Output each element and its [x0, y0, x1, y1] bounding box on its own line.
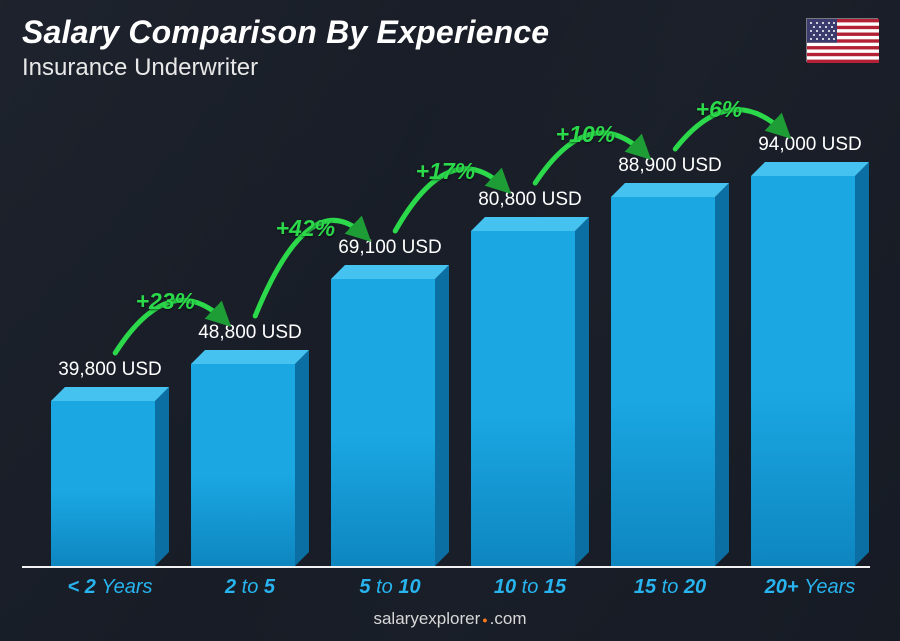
bar-side: [155, 387, 169, 566]
bar-front: [471, 231, 575, 566]
footer-dot-icon: ●: [480, 615, 489, 625]
bar-side: [715, 183, 729, 566]
bar: [331, 279, 449, 566]
chart-stage: Salary Comparison By Experience Insuranc…: [0, 0, 900, 641]
bar-front: [611, 197, 715, 566]
footer-brand: salaryexplorer●.com: [0, 609, 900, 629]
bar-value-label: 69,100 USD: [325, 237, 455, 259]
bar: [611, 197, 729, 566]
growth-label: +42%: [276, 215, 335, 242]
bar-side: [855, 162, 869, 566]
bar-top: [611, 183, 729, 197]
bar: [471, 231, 589, 566]
bar: [751, 176, 869, 566]
bar-front: [51, 401, 155, 566]
bar-front: [191, 364, 295, 566]
bar-side: [575, 217, 589, 566]
bar-side: [435, 265, 449, 566]
bar-front: [751, 176, 855, 566]
bar-top: [51, 387, 169, 401]
bar-slot: [40, 401, 180, 566]
bar-category-label: 5 to 10: [320, 576, 460, 599]
bar-category-label: 20+ Years: [740, 576, 880, 599]
growth-label: +17%: [416, 158, 475, 185]
chart-subtitle: Insurance Underwriter: [22, 54, 258, 82]
bar-value-label: 80,800 USD: [465, 189, 595, 211]
bar-value-label: 94,000 USD: [745, 134, 875, 156]
bar-category-label: 10 to 15: [460, 576, 600, 599]
chart-baseline: [22, 566, 870, 568]
bar-slot: [320, 279, 460, 566]
bar-top: [191, 350, 309, 364]
bar-category-label: < 2 Years: [40, 576, 180, 599]
bar-top: [331, 265, 449, 279]
bar: [191, 364, 309, 566]
bar-top: [751, 162, 869, 176]
footer-text-2: .com: [490, 609, 527, 628]
bar-slot: [600, 197, 740, 566]
bar-slot: [180, 364, 320, 566]
bar-value-label: 88,900 USD: [605, 155, 735, 177]
bar-slot: [460, 231, 600, 566]
country-flag-icon: [806, 18, 878, 62]
bar-value-label: 39,800 USD: [45, 359, 175, 381]
bar-value-label: 48,800 USD: [185, 322, 315, 344]
growth-label: +23%: [136, 288, 195, 315]
bar-category-label: 15 to 20: [600, 576, 740, 599]
bar-slot: [740, 176, 880, 566]
chart-title: Salary Comparison By Experience: [22, 14, 549, 51]
growth-label: +10%: [556, 121, 615, 148]
bar: [51, 401, 169, 566]
bar-category-label: 2 to 5: [180, 576, 320, 599]
bar-front: [331, 279, 435, 566]
footer-text-1: salaryexplorer: [373, 609, 480, 628]
bar-side: [295, 350, 309, 566]
growth-label: +6%: [696, 96, 743, 123]
bar-top: [471, 217, 589, 231]
